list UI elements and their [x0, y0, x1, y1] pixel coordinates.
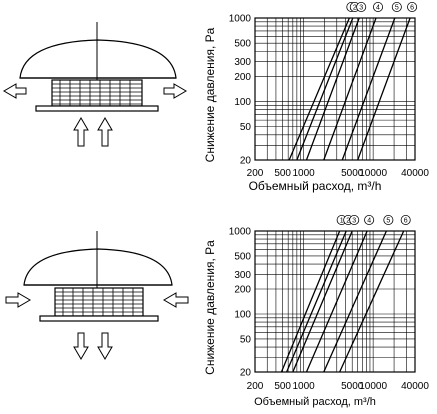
arrow-up-inflow-icon	[97, 117, 113, 147]
x-tick-label: 200	[247, 168, 264, 179]
y-tick-label: 50	[240, 334, 252, 345]
series-label: 3	[359, 5, 363, 12]
x-tick-label: 10000	[359, 381, 387, 392]
series-label-circle	[373, 2, 384, 12]
series-line	[339, 230, 405, 373]
x-tick-label: 200	[247, 381, 264, 392]
series-label: 6	[404, 218, 408, 225]
y-tick-label: 1000	[229, 227, 252, 238]
arrow-right-inflow-icon	[5, 292, 31, 308]
series-label: 5	[386, 218, 390, 225]
arrow-right-outflow-icon	[163, 83, 187, 99]
series-line	[305, 17, 360, 161]
y-tick-label: 300	[234, 270, 251, 281]
series-label: 2	[353, 5, 357, 12]
series-label: 4	[367, 218, 371, 225]
series-line	[286, 230, 347, 373]
grid	[255, 18, 415, 160]
fan-base	[39, 315, 159, 322]
series-line	[323, 230, 387, 373]
series-line	[305, 230, 368, 373]
series-label: 5	[395, 5, 399, 12]
x-tick-label: 1000	[292, 381, 315, 392]
series-line	[357, 17, 411, 161]
series-label-circle	[356, 2, 367, 12]
series-4: 4	[323, 2, 384, 161]
series-line	[292, 230, 353, 373]
series-label: 3	[352, 218, 356, 225]
series-3: 3	[305, 2, 367, 161]
fan-grille	[54, 287, 144, 317]
series-4: 4	[305, 214, 375, 373]
x-tick-label: 10000	[359, 168, 387, 179]
fan-base	[35, 105, 159, 112]
arrow-left-outflow-icon	[3, 83, 27, 99]
series-line	[323, 17, 377, 161]
series-label: 6	[410, 5, 414, 12]
y-axis-label: Снижение давления, Pa	[203, 27, 217, 162]
x-axis-label: Объемный расход, m³/h	[249, 179, 382, 193]
series-label-circle	[349, 214, 360, 225]
fan-hood	[23, 248, 173, 286]
y-tick-label: 300	[234, 57, 251, 68]
x-tick-label: 40000	[401, 168, 429, 179]
y-tick-label: 100	[234, 97, 251, 108]
series-line	[296, 17, 354, 161]
x-tick-label: 500	[274, 381, 291, 392]
x-axis-label: Объемный расход, m³/h	[254, 396, 376, 408]
y-tick-label: 200	[234, 285, 251, 296]
series-3: 3	[292, 214, 360, 373]
series-label-circle	[407, 2, 418, 12]
y-axis-label: Снижение давления, Pa	[203, 240, 217, 375]
series-6: 6	[339, 214, 411, 373]
series-line	[280, 230, 341, 373]
y-tick-label: 50	[240, 122, 252, 133]
fan-grille-lines	[55, 288, 143, 316]
roof-fan-illustration-horizontal	[3, 22, 187, 147]
series-label-circle	[383, 214, 394, 225]
roof-fan-illustration-vertical	[5, 231, 189, 360]
y-tick-label: 1000	[229, 14, 252, 25]
arrow-up-inflow-icon	[73, 117, 89, 147]
grid	[255, 231, 415, 372]
series-6: 6	[357, 2, 418, 161]
y-tick-label: 500	[234, 251, 251, 262]
x-tick-label: 40000	[401, 381, 429, 392]
y-tick-label: 500	[234, 39, 251, 50]
series-line	[288, 17, 350, 161]
arrow-left-inflow-icon	[163, 292, 189, 308]
x-tick-label: 500	[274, 168, 291, 179]
series-label: 2	[346, 218, 350, 225]
x-tick-label: 5000	[341, 381, 364, 392]
plot-frame	[254, 230, 416, 373]
y-tick-label: 100	[234, 309, 251, 320]
series-line	[341, 17, 396, 161]
plot-frame	[254, 17, 416, 161]
fan-hood	[19, 39, 177, 79]
series-label-circle	[400, 214, 411, 225]
fan-grille-lines	[52, 80, 142, 106]
series-label: 4	[376, 5, 380, 12]
y-tick-label: 20	[240, 156, 252, 167]
series-label: 1	[340, 218, 344, 225]
series-5: 5	[341, 2, 402, 161]
series-5: 5	[323, 214, 394, 373]
y-tick-label: 200	[234, 72, 251, 83]
series-label-circle	[364, 214, 375, 225]
x-tick-label: 5000	[341, 168, 364, 179]
series-label-circle	[391, 2, 402, 12]
y-tick-label: 20	[240, 368, 252, 379]
arrow-down-outflow-icon	[97, 332, 113, 360]
x-tick-label: 1000	[292, 168, 315, 179]
arrow-down-outflow-icon	[73, 332, 89, 360]
